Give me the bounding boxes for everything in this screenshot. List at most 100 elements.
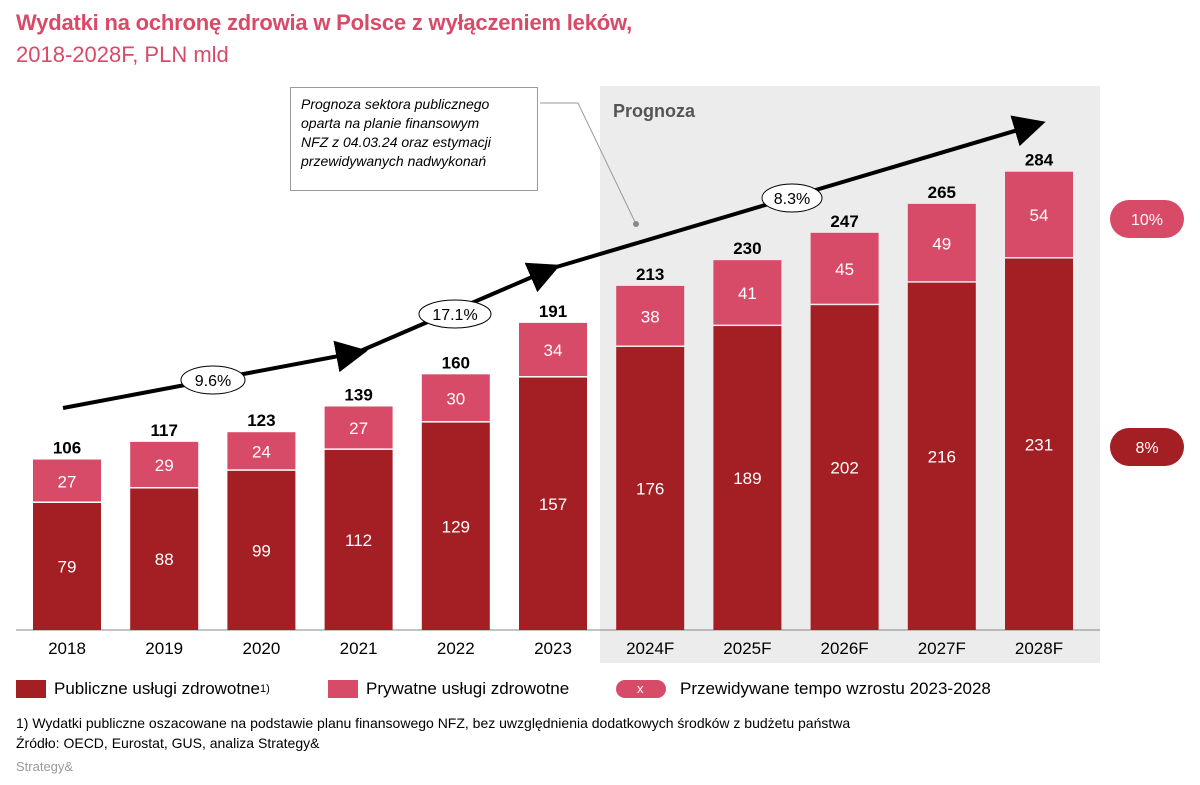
value-label-private: 45 xyxy=(835,260,854,279)
source-note: Źródło: OECD, Eurostat, GUS, analiza Str… xyxy=(16,735,320,751)
callout-line: NFZ z 04.03.24 oraz estymacji xyxy=(301,134,491,150)
x-tick-label: 2028F xyxy=(1015,639,1063,658)
value-label-public: 176 xyxy=(636,479,664,498)
forecast-label: Prognoza xyxy=(613,101,696,121)
value-label-public: 79 xyxy=(58,557,77,576)
callout-line: oparta na planie finansowym xyxy=(301,115,480,131)
growth-ellipse xyxy=(761,183,823,213)
value-label-private: 30 xyxy=(446,389,465,408)
callout-leader-dot xyxy=(633,221,639,227)
total-label: 265 xyxy=(928,183,956,202)
bar-public-2027F xyxy=(907,282,976,630)
bar-public-2023 xyxy=(519,377,587,630)
legend-label-public: Publiczne usługi zdrowotne xyxy=(54,679,261,698)
value-label-public: 157 xyxy=(539,495,567,514)
growth-ellipse xyxy=(180,365,246,395)
cagr-pill-private xyxy=(1110,200,1184,238)
x-tick-label: 2022 xyxy=(437,639,475,658)
x-tick-label: 2027F xyxy=(918,639,966,658)
bar-private-2026F xyxy=(810,232,879,304)
x-tick-label: 2023 xyxy=(534,639,572,658)
value-label-public: 112 xyxy=(345,531,372,550)
value-label-public: 189 xyxy=(733,469,761,488)
x-tick-label: 2026F xyxy=(820,639,868,658)
value-label-private: 54 xyxy=(1030,206,1049,225)
x-tick-label: 2024F xyxy=(626,639,674,658)
bars-group: 79 27 106 2018 88 29 117 2019 99 24 123 2020 112 27 13… xyxy=(16,151,1100,658)
chart-subtitle: 2018-2028F, PLN mld xyxy=(16,42,229,67)
total-label: 284 xyxy=(1025,151,1054,170)
bar-private-2028F xyxy=(1005,171,1073,258)
bar-public-2022 xyxy=(421,422,490,630)
legend-swatch-growth: x xyxy=(616,680,666,698)
callout-line: przewidywanych nadwykonań xyxy=(301,153,487,169)
bar-private-2023 xyxy=(519,322,587,377)
bar-private-2024F xyxy=(616,285,685,346)
cagr-pill-public-label: 8% xyxy=(1135,440,1158,457)
total-label: 160 xyxy=(442,353,470,372)
cagr-pill-private-label: 10% xyxy=(1131,212,1163,229)
value-label-private: 41 xyxy=(738,284,757,303)
x-tick-label: 2018 xyxy=(48,639,86,658)
bar-public-2026F xyxy=(810,305,879,630)
bar-public-2025F xyxy=(713,326,782,630)
bar-private-2021 xyxy=(324,406,393,449)
bar-public-2018 xyxy=(33,502,101,630)
value-label-private: 27 xyxy=(349,419,368,438)
value-label-private: 24 xyxy=(252,443,271,462)
value-label-public: 99 xyxy=(252,541,271,560)
cagr-pill-public xyxy=(1110,428,1184,466)
total-label: 191 xyxy=(539,302,567,321)
bar-private-2020 xyxy=(227,432,296,470)
footnote: 1) Wydatki publiczne oszacowane na podst… xyxy=(16,715,851,731)
total-label: 247 xyxy=(830,212,858,231)
bar-public-2028F xyxy=(1005,258,1073,630)
bar-private-2027F xyxy=(907,203,976,282)
value-label-public: 88 xyxy=(155,550,174,569)
cagr-group: 10% 8% xyxy=(1110,200,1184,466)
bar-public-2020 xyxy=(227,470,296,630)
legend-growth: x Przewidywane tempo wzrostu 2023-2028 xyxy=(616,676,991,702)
callout-line: Prognoza sektora publicznego xyxy=(301,96,490,112)
value-label-public: 231 xyxy=(1025,435,1053,454)
chart-title: Wydatki na ochronę zdrowia w Polsce z wy… xyxy=(16,10,632,35)
legend-label-private: Prywatne usługi zdrowotne xyxy=(366,679,570,698)
bar-public-2021 xyxy=(324,449,393,630)
brand-label: Strategy& xyxy=(16,759,74,774)
legend-private: Prywatne usługi zdrowotne xyxy=(328,676,569,702)
growth-label: 9.6% xyxy=(195,373,231,390)
value-label-public: 216 xyxy=(928,447,956,466)
bar-private-2025F xyxy=(713,260,782,325)
value-label-private: 38 xyxy=(641,307,660,326)
callout-leader xyxy=(540,102,636,223)
value-label-private: 27 xyxy=(58,472,77,491)
bar-private-2022 xyxy=(421,374,490,422)
total-label: 117 xyxy=(150,421,177,440)
total-label: 123 xyxy=(247,411,275,430)
bar-public-2024F xyxy=(616,346,685,630)
legend-public: Publiczne usługi zdrowotne 1) xyxy=(16,676,270,702)
value-label-public: 129 xyxy=(442,517,470,536)
bar-private-2018 xyxy=(33,459,101,502)
legend-swatch-private xyxy=(328,680,358,698)
forecast-callout: Prognoza sektora publicznego oparta na p… xyxy=(290,87,538,191)
x-tick-label: 2025F xyxy=(723,639,771,658)
growth-label: 8.3% xyxy=(774,191,810,208)
x-tick-label: 2019 xyxy=(145,639,183,658)
growth-ellipse xyxy=(418,299,492,329)
bar-public-2019 xyxy=(130,488,199,630)
total-label: 230 xyxy=(733,239,761,258)
legend-sup: 1) xyxy=(260,683,270,695)
total-label: 213 xyxy=(636,265,664,284)
bar-private-2019 xyxy=(130,441,199,487)
value-label-public: 202 xyxy=(830,459,858,478)
legend-label-growth: Przewidywane tempo wzrostu 2023-2028 xyxy=(680,679,991,698)
value-label-private: 29 xyxy=(155,456,174,475)
legend-swatch-public xyxy=(16,680,46,698)
total-label: 139 xyxy=(344,385,372,404)
total-label: 106 xyxy=(53,439,81,458)
legend-growth-symbol: x xyxy=(637,681,644,696)
x-tick-label: 2021 xyxy=(340,639,378,658)
value-label-private: 34 xyxy=(544,341,563,360)
